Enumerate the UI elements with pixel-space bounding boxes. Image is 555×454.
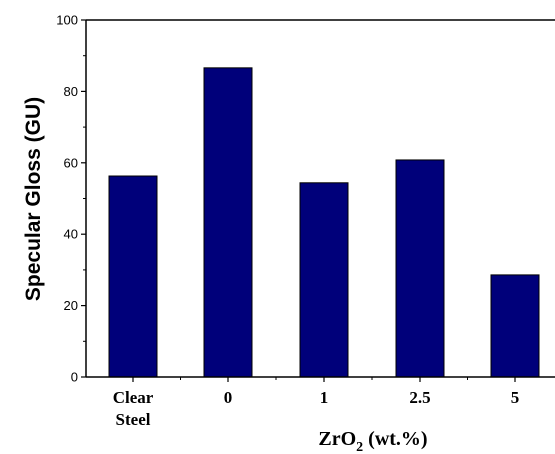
bar-2 bbox=[203, 67, 253, 378]
x-tick-label: 1 bbox=[320, 388, 329, 407]
bar-5 bbox=[490, 274, 540, 378]
x-axis-label-suffix: (wt.%) bbox=[363, 428, 427, 450]
y-tick-label: 100 bbox=[56, 13, 78, 28]
y-ticks-group: 0 20 40 60 80 100 bbox=[56, 13, 86, 385]
bar-1 bbox=[108, 175, 158, 378]
x-ticks-group: Clear Steel 0 1 2.5 5 bbox=[113, 377, 520, 429]
x-tick-label-line: 0 bbox=[224, 388, 233, 407]
y-tick-label: 40 bbox=[64, 227, 78, 242]
x-tick-label-line: 5 bbox=[511, 388, 520, 407]
x-tick-label-line: 1 bbox=[320, 388, 329, 407]
x-tick-label: 0 bbox=[224, 388, 233, 407]
y-tick-label: 60 bbox=[64, 155, 78, 170]
y-axis-label: Specular Gloss (GU) bbox=[22, 97, 45, 301]
y-tick-label: 0 bbox=[71, 370, 78, 385]
x-tick-label: 2.5 bbox=[409, 388, 430, 407]
x-axis-label: ZrO2 (wt.%) bbox=[318, 428, 427, 454]
y-tick-label: 80 bbox=[64, 84, 78, 99]
bar-3 bbox=[299, 182, 349, 378]
bars-group bbox=[108, 67, 540, 378]
y-tick-label: 20 bbox=[64, 298, 78, 313]
x-axis-label-subscript: 2 bbox=[356, 440, 363, 454]
x-axis-label-base: ZrO bbox=[318, 428, 356, 450]
x-tick-label-line: Clear bbox=[113, 388, 154, 407]
x-tick-label-line: Steel bbox=[116, 410, 151, 429]
x-tick-label-line: 2.5 bbox=[409, 388, 430, 407]
x-tick-label: 5 bbox=[511, 388, 520, 407]
bar-4 bbox=[395, 159, 445, 378]
x-tick-label: Clear Steel bbox=[113, 388, 154, 429]
